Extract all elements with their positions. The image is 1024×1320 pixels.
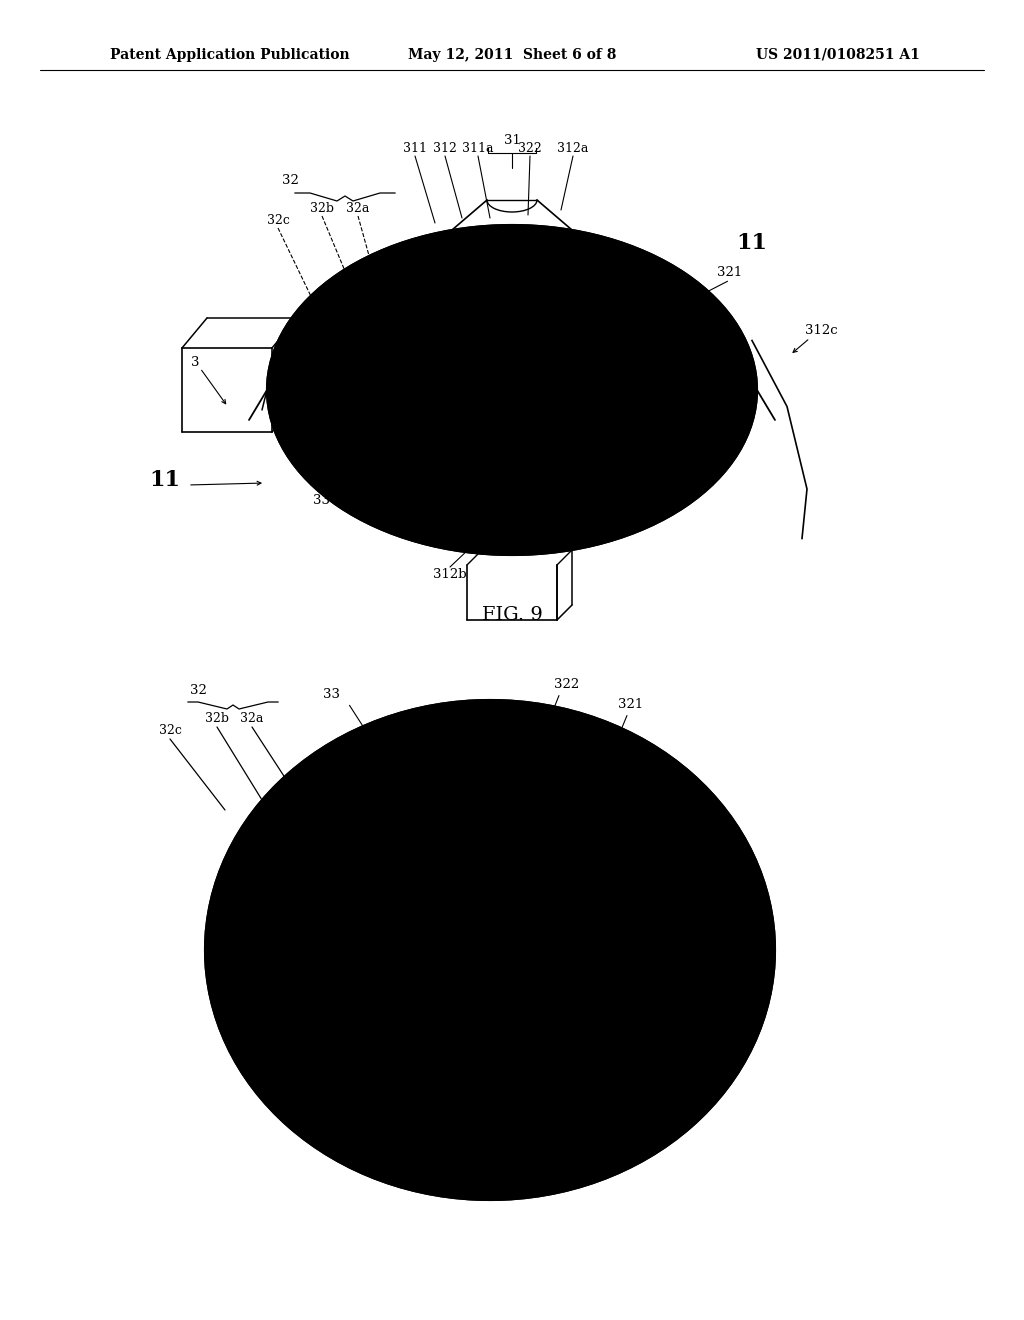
Text: 311a: 311a xyxy=(462,141,494,154)
Ellipse shape xyxy=(474,364,550,416)
Text: 311: 311 xyxy=(403,141,427,154)
Ellipse shape xyxy=(205,700,775,1200)
Ellipse shape xyxy=(438,906,542,995)
Ellipse shape xyxy=(267,224,757,554)
Text: 321: 321 xyxy=(618,698,643,711)
Text: 32c: 32c xyxy=(266,214,290,227)
Text: May 12, 2011  Sheet 6 of 8: May 12, 2011 Sheet 6 of 8 xyxy=(408,48,616,62)
Text: FIG. 9: FIG. 9 xyxy=(481,606,543,624)
Text: 31: 31 xyxy=(504,133,520,147)
Text: US 2011/0108251 A1: US 2011/0108251 A1 xyxy=(756,48,920,62)
Text: 33: 33 xyxy=(324,689,341,701)
Text: 321: 321 xyxy=(718,265,742,279)
Text: 33: 33 xyxy=(313,494,331,507)
Text: 32a: 32a xyxy=(241,711,264,725)
Text: 11: 11 xyxy=(736,232,768,253)
Text: 32: 32 xyxy=(189,684,207,697)
Text: 32b: 32b xyxy=(310,202,334,214)
Text: 322: 322 xyxy=(518,141,542,154)
Text: 312a: 312a xyxy=(557,141,589,154)
Text: 32: 32 xyxy=(282,173,298,186)
Text: 32b: 32b xyxy=(205,711,229,725)
Text: 3: 3 xyxy=(190,355,200,368)
Text: Patent Application Publication: Patent Application Publication xyxy=(110,48,349,62)
Text: FIG. 10: FIG. 10 xyxy=(454,1173,526,1192)
Text: 312b: 312b xyxy=(433,569,467,582)
Text: 312: 312 xyxy=(433,141,457,154)
Text: 322: 322 xyxy=(554,678,580,692)
Text: 32a: 32a xyxy=(346,202,370,214)
Text: 11: 11 xyxy=(150,469,180,491)
Text: 32c: 32c xyxy=(159,723,181,737)
Text: 312c: 312c xyxy=(805,323,838,337)
